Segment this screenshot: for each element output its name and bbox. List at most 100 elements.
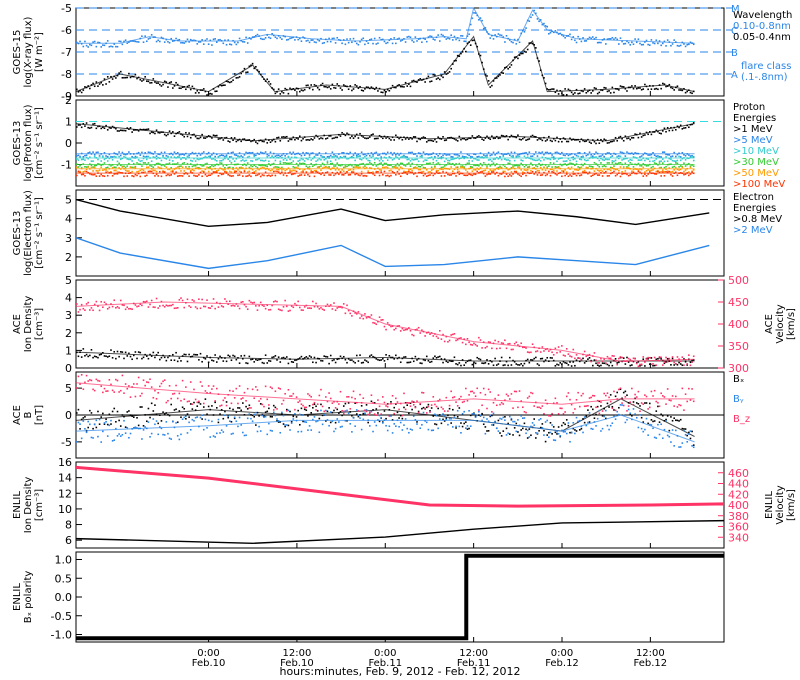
data-point <box>551 140 553 143</box>
data-point <box>136 162 138 164</box>
data-point <box>377 399 379 401</box>
data-point <box>362 361 365 364</box>
data-point <box>632 156 635 158</box>
data-point <box>248 139 251 141</box>
data-point <box>119 425 122 427</box>
data-point <box>453 164 456 166</box>
data-point <box>645 131 648 134</box>
data-point <box>108 81 111 83</box>
data-point <box>79 423 81 425</box>
data-point <box>556 136 558 139</box>
data-point <box>189 169 192 172</box>
data-point <box>106 160 109 162</box>
data-point <box>284 424 286 426</box>
data-point <box>538 158 540 161</box>
data-point <box>632 136 635 139</box>
data-point <box>456 416 459 418</box>
data-point <box>176 421 179 424</box>
data-point <box>290 422 293 424</box>
data-point <box>429 174 431 176</box>
data-point <box>494 339 496 342</box>
data-point <box>556 89 558 92</box>
data-point <box>373 413 376 415</box>
data-point <box>100 173 103 176</box>
data-point <box>461 51 464 53</box>
data-point <box>653 364 656 367</box>
data-point <box>250 160 252 162</box>
data-point <box>543 360 545 363</box>
data-point <box>315 170 317 173</box>
data-point <box>240 301 243 304</box>
data-point <box>613 409 615 411</box>
data-point <box>492 364 495 367</box>
data-point <box>538 406 540 409</box>
data-point <box>346 396 348 398</box>
data-point <box>675 160 677 162</box>
data-point <box>479 391 482 394</box>
data-point <box>154 132 156 135</box>
data-point <box>219 167 221 169</box>
data-point <box>619 85 622 87</box>
data-point <box>583 421 586 424</box>
data-point <box>631 85 633 87</box>
data-point <box>526 397 529 399</box>
data-point <box>671 129 674 132</box>
data-point <box>264 411 267 414</box>
data-point <box>84 427 86 430</box>
data-point <box>118 130 120 132</box>
data-point <box>157 131 159 134</box>
data-point <box>611 140 614 143</box>
data-point <box>328 407 330 409</box>
data-point <box>671 175 674 177</box>
data-point <box>430 404 433 406</box>
data-point <box>476 164 479 167</box>
data-point <box>513 420 516 423</box>
data-point <box>189 306 192 309</box>
data-point <box>613 355 615 357</box>
data-point <box>279 388 282 390</box>
data-point <box>185 386 187 388</box>
data-point <box>513 427 516 429</box>
data-point <box>207 174 210 177</box>
data-point <box>460 422 462 424</box>
data-point <box>294 138 296 141</box>
data-point <box>663 174 666 177</box>
data-point <box>595 87 597 90</box>
data-point <box>552 426 555 428</box>
data-point <box>458 39 461 42</box>
data-point <box>145 155 148 158</box>
data-point <box>398 425 400 428</box>
data-point <box>277 308 280 311</box>
data-point <box>185 158 187 160</box>
data-point <box>272 356 275 358</box>
data-point <box>139 78 142 81</box>
data-point <box>598 165 601 168</box>
data-point <box>578 419 581 422</box>
data-point <box>261 152 264 154</box>
data-point <box>450 136 452 139</box>
data-point <box>507 364 509 367</box>
data-point <box>258 425 260 428</box>
data-point <box>201 170 203 172</box>
data-point <box>124 383 127 385</box>
data-point <box>201 157 203 160</box>
data-point <box>492 80 495 82</box>
data-point <box>230 155 233 158</box>
data-point <box>141 171 143 174</box>
data-point <box>170 170 173 173</box>
data-point <box>165 81 168 83</box>
data-point <box>411 151 413 154</box>
data-point <box>110 45 112 48</box>
data-point <box>274 414 277 417</box>
data-point <box>255 174 257 177</box>
data-point <box>97 125 99 128</box>
data-point <box>333 153 335 156</box>
data-point <box>202 164 205 167</box>
data-point <box>390 139 392 141</box>
data-point <box>300 139 303 142</box>
data-point <box>492 38 495 40</box>
data-point <box>639 42 641 45</box>
data-point <box>168 385 171 387</box>
data-point <box>593 156 596 159</box>
data-point <box>202 402 205 405</box>
